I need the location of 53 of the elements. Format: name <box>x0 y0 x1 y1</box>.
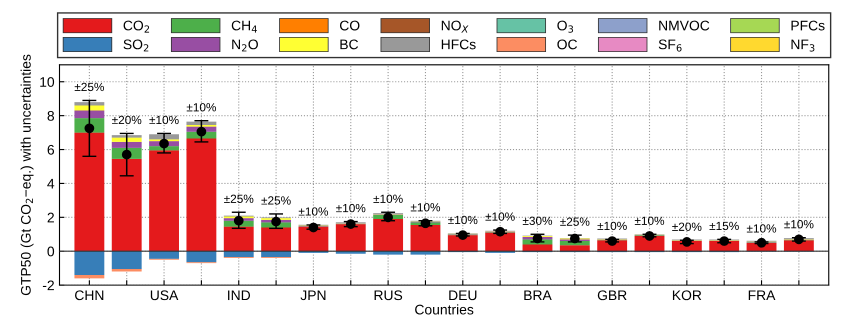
annotation: ±25% <box>560 217 590 226</box>
x-tick-label: CHN <box>75 290 104 300</box>
annotation: ±10% <box>448 216 478 224</box>
legend-label: SO$_{2}$ <box>124 39 148 52</box>
legend-label: PFCs <box>791 20 825 30</box>
annotation: ±10% <box>186 103 216 112</box>
y-tick-label: 2 <box>48 212 54 222</box>
x-tick-label: BRA <box>524 290 552 300</box>
annotation: ±10% <box>298 207 328 216</box>
annotation: ±25% <box>261 196 291 205</box>
y-tick-label: 6 <box>48 144 54 155</box>
annotation: ±10% <box>634 216 664 225</box>
x-tick-label: RUS <box>374 290 402 300</box>
legend-label: NMVOC <box>659 20 710 30</box>
legend-label: BC <box>340 39 358 50</box>
annotation: ±10% <box>597 222 627 230</box>
annotation: ±10% <box>336 204 366 212</box>
y-tick-label: -2 <box>42 280 54 290</box>
legend-label: CH$_{4}$ <box>232 20 257 33</box>
x-tick-label: KOR <box>672 290 702 300</box>
annotation: ±15% <box>710 222 739 230</box>
legend-label: N$_{2}$O <box>232 39 258 52</box>
x-tick-label: FRA <box>748 290 776 300</box>
x-tick-label: GBR <box>598 290 627 300</box>
y-tick-label: 4 <box>47 178 54 188</box>
annotation: ±20% <box>672 222 702 231</box>
annotation: ±10% <box>784 220 814 228</box>
y-axis-title: GTP50 (Gt CO$_{2}$−eq.) with uncertainties <box>20 54 34 296</box>
x-axis-title: Countries <box>415 304 474 315</box>
legend-label: SF$_{6}$ <box>658 39 682 52</box>
legend-label: O$_{3}$ <box>557 20 574 33</box>
annotation: ±10% <box>410 203 440 212</box>
x-tick-label: DEU <box>449 290 476 300</box>
x-tick-label: USA <box>150 290 178 300</box>
legend-label: OC <box>557 39 578 50</box>
annotation: ±30% <box>522 216 552 225</box>
legend-label: NF$_{3}$ <box>791 40 814 52</box>
x-tick-label: IND <box>228 290 250 300</box>
legend-label: CO$_{2}$ <box>124 20 150 33</box>
annotation: ±25% <box>74 82 104 92</box>
x-tick-label: JPN <box>300 290 326 300</box>
y-tick-label: 0 <box>47 246 54 256</box>
legend-label: HFCs <box>442 39 476 50</box>
annotation: ±10% <box>149 116 179 124</box>
legend-label: CO <box>340 20 360 30</box>
y-tick-label: 8 <box>48 110 54 121</box>
annotation: ±25% <box>224 194 254 203</box>
annotation: ±20% <box>112 116 142 124</box>
annotation: ±10% <box>373 194 403 203</box>
legend-label: NO$_{X}$ <box>442 20 468 33</box>
y-tick-label: 10 <box>40 77 54 87</box>
annotation: ±10% <box>746 224 776 233</box>
annotation: ±10% <box>485 212 515 221</box>
